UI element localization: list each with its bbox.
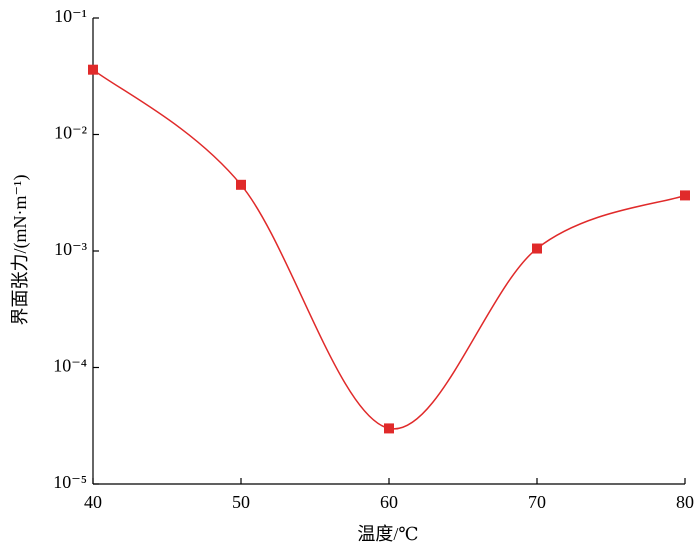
- y-tick-label: 10⁻³: [54, 239, 88, 259]
- point-marker: [88, 64, 98, 75]
- x-tick-label: 40: [84, 492, 102, 512]
- point-marker: [236, 179, 246, 190]
- x-tick-label: 70: [528, 492, 546, 512]
- point-marker: [384, 423, 394, 434]
- x-tick-label: 80: [676, 492, 694, 512]
- y-axis-label: 界面张力/(mN·m⁻¹): [10, 175, 31, 326]
- x-axis-label: 温度/℃: [357, 524, 418, 544]
- point-marker: [680, 190, 690, 201]
- y-tick-label: 10⁻⁴: [53, 356, 87, 376]
- y-tick-label: 10⁻⁵: [53, 472, 87, 492]
- y-tick-label: 10⁻²: [54, 123, 87, 143]
- point-marker: [532, 243, 542, 254]
- x-tick-label: 60: [380, 492, 398, 512]
- y-tick-label: 10⁻¹: [54, 6, 87, 26]
- series-line: [92, 69, 686, 430]
- x-tick-label: 50: [232, 492, 250, 512]
